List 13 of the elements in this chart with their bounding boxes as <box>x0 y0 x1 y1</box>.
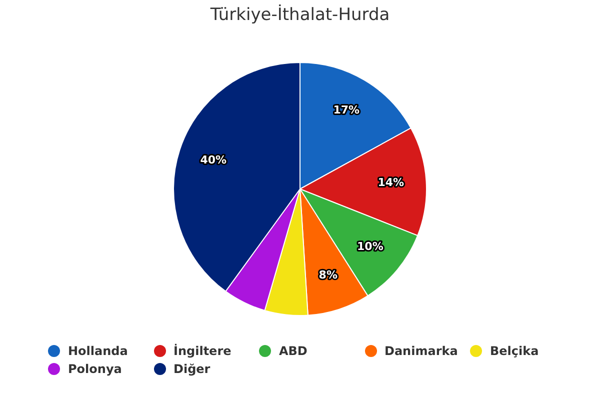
legend-label: İngiltere <box>172 344 232 358</box>
data-label: 40% <box>200 154 227 167</box>
data-label: 14% <box>378 176 404 190</box>
chart-title: Türkiye-İthalat-Hurda <box>209 5 391 25</box>
legend-label: Belçika <box>489 344 539 358</box>
legend-label: ABD <box>278 344 308 358</box>
data-label: 10% <box>357 240 384 253</box>
legend-label: Polonya <box>67 362 122 376</box>
data-label: 8% <box>318 268 338 282</box>
legend-label: Diğer <box>172 362 210 376</box>
legend-label: Hollanda <box>67 344 128 358</box>
data-label: 17% <box>333 103 360 116</box>
legend-label: Danimarka <box>384 344 458 358</box>
